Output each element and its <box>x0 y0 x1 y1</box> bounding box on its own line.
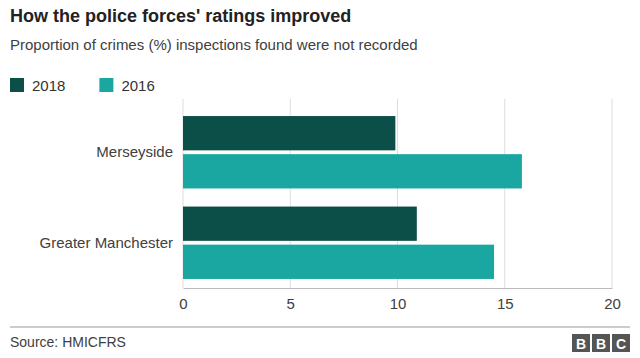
logo-letter: B <box>596 336 606 352</box>
bar <box>183 154 522 188</box>
x-tick-label: 0 <box>179 295 187 312</box>
source: Source: HMICFRS <box>10 334 126 350</box>
y-tick: Greater Manchester <box>40 234 183 251</box>
chart: How the police forces' ratings improved P… <box>0 0 640 358</box>
legend: 2018 2016 <box>10 77 155 94</box>
legend-label: 2018 <box>32 77 65 94</box>
x-axis-line <box>184 288 613 289</box>
x-tick: 20 <box>604 288 621 312</box>
x-tick-label: 20 <box>604 295 621 312</box>
y-axis: Merseyside Greater Manchester <box>40 143 183 251</box>
legend-item: 2016 <box>99 77 154 94</box>
x-tick: 10 <box>390 288 407 312</box>
bar <box>183 245 494 279</box>
footer-rule <box>10 327 630 328</box>
legend-item: 2018 <box>10 77 65 94</box>
y-tick-label: Merseyside <box>96 143 173 160</box>
bar <box>183 207 417 241</box>
x-tick-label: 10 <box>390 295 407 312</box>
bars <box>183 116 522 279</box>
x-axis: 0 5 10 15 20 <box>179 288 621 312</box>
bar <box>183 116 395 150</box>
subtitle: Proportion of crimes (%) inspections fou… <box>10 36 418 53</box>
title: How the police forces' ratings improved <box>10 6 351 26</box>
legend-label: 2016 <box>121 77 154 94</box>
logo-box <box>612 334 630 352</box>
grid <box>183 99 612 288</box>
logo-box <box>572 334 590 352</box>
logo-letter: B <box>576 336 586 352</box>
legend-swatch <box>99 78 113 92</box>
grid-line <box>504 99 505 288</box>
y-tick: Merseyside <box>96 143 183 160</box>
x-tick: 5 <box>287 288 295 312</box>
legend-swatch <box>10 78 24 92</box>
logo-letter: C <box>616 336 626 352</box>
x-tick-label: 15 <box>497 295 514 312</box>
x-tick: 15 <box>497 288 514 312</box>
logo-text: BBC <box>576 336 626 352</box>
x-tick-label: 5 <box>287 295 295 312</box>
grid-line <box>612 99 613 288</box>
logo-box <box>592 334 610 352</box>
logo: BBC <box>572 334 630 352</box>
x-tick: 0 <box>179 288 187 312</box>
y-tick-label: Greater Manchester <box>40 234 173 251</box>
